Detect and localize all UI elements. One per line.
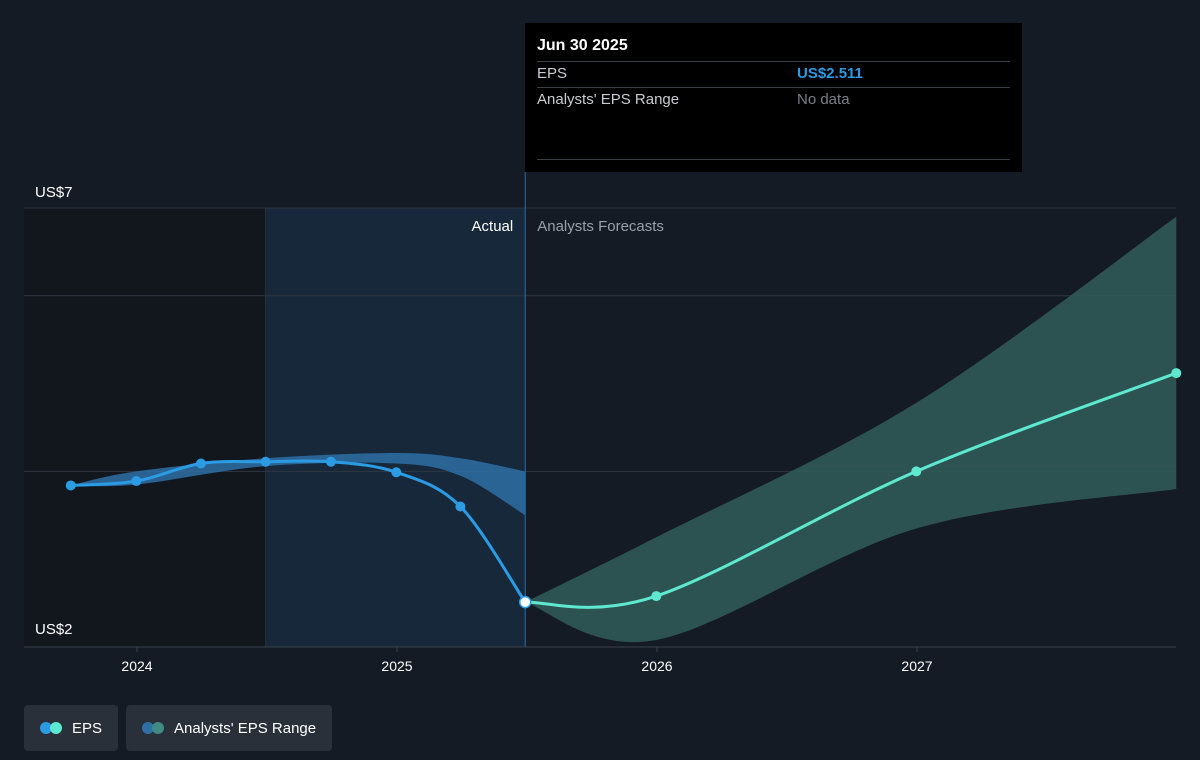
tooltip-date: Jun 30 2025 (537, 37, 628, 54)
y-tick-label: US$2 (35, 621, 73, 638)
eps-point (391, 467, 402, 478)
x-tick-label: 2024 (121, 658, 152, 674)
tooltip-eps-label: EPS (537, 65, 568, 82)
legend-label-range: Analysts' EPS Range (174, 719, 317, 737)
x-tick-label: 2027 (901, 658, 932, 674)
eps-point (65, 480, 76, 491)
axes: 2024 2025 2026 2027 US$7 US$2 (24, 184, 1176, 674)
tooltip-eps-value: US$2.511 (797, 65, 863, 82)
highlight-band (265, 208, 526, 647)
tooltip-range-value: No data (797, 91, 850, 108)
eps-point (1171, 368, 1182, 379)
forecast-label: Analysts Forecasts (537, 218, 664, 235)
eps-chart: 2024 2025 2026 2027 US$7 US$2 Actual Analysts… (24, 172, 1182, 674)
eps-point (195, 458, 206, 469)
tooltip-range-row: Analysts' EPS Range No data (537, 87, 1010, 113)
legend: EPS Analysts' EPS Range (24, 705, 333, 751)
legend-item-range[interactable]: Analysts' EPS Range (126, 705, 333, 751)
eps-line (523, 371, 1178, 609)
eps-points (65, 368, 1182, 609)
eps-point (325, 456, 336, 467)
x-tick-label: 2025 (381, 658, 412, 674)
tooltip: Jun 30 2025 EPS US$2.511 Analysts' EPS R… (525, 23, 1022, 172)
tooltip-eps-row: EPS US$2.511 (537, 61, 1010, 87)
eps-legend-icon (40, 722, 62, 734)
eps-point (455, 501, 466, 512)
range-legend-icon (142, 722, 165, 734)
legend-label-eps: EPS (72, 719, 103, 737)
range-band (525, 216, 1177, 643)
y-tick-label: US$7 (35, 184, 73, 201)
eps-point (260, 456, 271, 467)
tooltip-range-label: Analysts' EPS Range (537, 91, 680, 108)
eps-point (518, 595, 532, 609)
eps-point (651, 591, 662, 602)
tooltip-divider (537, 159, 1010, 160)
legend-item-eps[interactable]: EPS (24, 705, 119, 751)
actual-label: Actual (472, 218, 514, 235)
x-tick-label: 2026 (641, 658, 672, 674)
eps-point (131, 476, 142, 487)
eps-point (911, 466, 922, 477)
